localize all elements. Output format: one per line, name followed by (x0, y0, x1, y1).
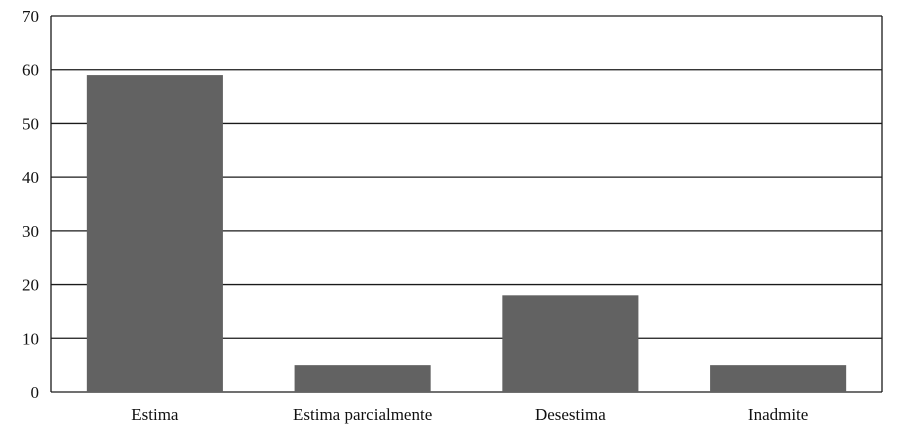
x-tick-label-estima-parcialmente: Estima parcialmente (293, 405, 432, 424)
bar-inadmite (710, 365, 847, 392)
y-tick-label-0: 0 (31, 383, 40, 402)
y-tick-label-60: 60 (22, 61, 39, 80)
x-tick-label-inadmite: Inadmite (748, 405, 808, 424)
y-tick-label-20: 20 (22, 276, 39, 295)
bar-desestima (502, 295, 639, 392)
y-tick-label-40: 40 (22, 168, 39, 187)
y-axis-tick-labels: 0 10 20 30 40 50 60 70 (22, 7, 39, 402)
y-tick-label-50: 50 (22, 114, 39, 133)
x-axis-category-labels: Estima Estima parcialmente Desestima Inadmi… (131, 405, 808, 424)
bar-estima (86, 75, 223, 392)
x-tick-label-desestima: Desestima (535, 405, 606, 424)
x-tick-label-estima: Estima (131, 405, 179, 424)
bar-estima-parcialmente (294, 365, 431, 392)
y-tick-label-30: 30 (22, 222, 39, 241)
bars (86, 75, 847, 392)
y-tick-label-10: 10 (22, 329, 39, 348)
y-tick-label-70: 70 (22, 7, 39, 26)
